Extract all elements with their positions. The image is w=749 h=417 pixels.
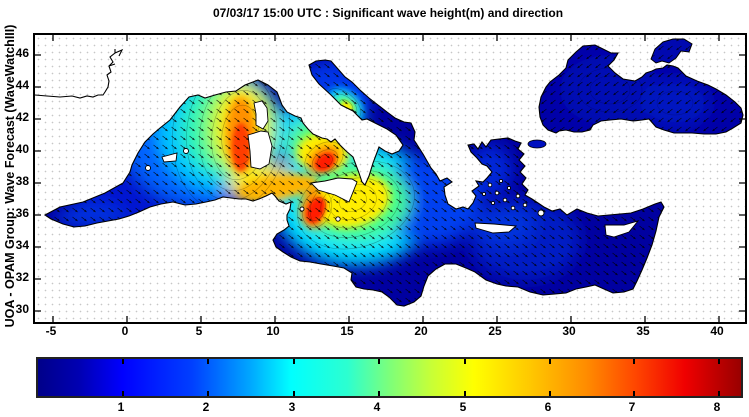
island-crete — [474, 222, 518, 234]
colorbar-tick-label: 6 — [544, 400, 552, 414]
map-plot — [33, 33, 747, 324]
sea-of-marmara — [527, 139, 547, 149]
colorbar-tick-label: 4 — [373, 400, 381, 414]
x-tick-label: -5 — [45, 324, 57, 338]
island-pantelleria — [299, 206, 305, 212]
colorbar-tick-label: 7 — [628, 400, 636, 414]
x-tick-label: 0 — [121, 324, 129, 338]
axis-ticks — [35, 35, 745, 322]
colorbar-tick-label: 1 — [117, 400, 125, 414]
island-sicily — [310, 177, 358, 203]
x-tick-label: 10 — [266, 324, 280, 338]
y-tick-label: 40 — [15, 142, 29, 156]
colorbar-tick-label: 8 — [713, 400, 721, 414]
island-rhodes — [537, 209, 545, 217]
y-tick-label: 46 — [15, 46, 29, 60]
island-menorca — [183, 148, 189, 154]
y-tick-label: 32 — [15, 270, 29, 284]
x-tick-label: 15 — [340, 324, 354, 338]
mediterranean-map-svg — [35, 35, 745, 322]
y-tick-label: 44 — [15, 78, 29, 92]
islands — [145, 100, 640, 238]
y-tick-label: 42 — [15, 110, 29, 124]
y-tick-label: 34 — [15, 238, 29, 252]
y-tick-label: 36 — [15, 206, 29, 220]
colorbar-tick-label: 5 — [459, 400, 467, 414]
y-tick-label: 30 — [15, 302, 29, 316]
x-tick-label: 5 — [195, 324, 203, 338]
island-sardinia — [247, 130, 273, 170]
y-tick-label: 38 — [15, 174, 29, 188]
x-tick-label: 20 — [414, 324, 428, 338]
x-tick-label: 25 — [488, 324, 502, 338]
sea-base — [45, 38, 743, 306]
colorbar — [36, 357, 743, 398]
island-corsica — [253, 100, 269, 130]
plot-title: 07/03/17 15:00 UTC : Significant wave he… — [212, 6, 564, 20]
x-tick-label: 35 — [636, 324, 650, 338]
colorbar-tick-label: 2 — [202, 400, 210, 414]
island-ibiza — [145, 165, 151, 171]
island-malta — [335, 216, 341, 222]
island-mallorca — [161, 152, 178, 163]
colorbar-tick-label: 3 — [288, 400, 296, 414]
aegean-islands — [481, 178, 528, 211]
island-cyprus — [604, 220, 640, 238]
coastline-biscay — [35, 48, 124, 99]
x-tick-label: 40 — [710, 324, 724, 338]
x-tick-label: 30 — [562, 324, 576, 338]
